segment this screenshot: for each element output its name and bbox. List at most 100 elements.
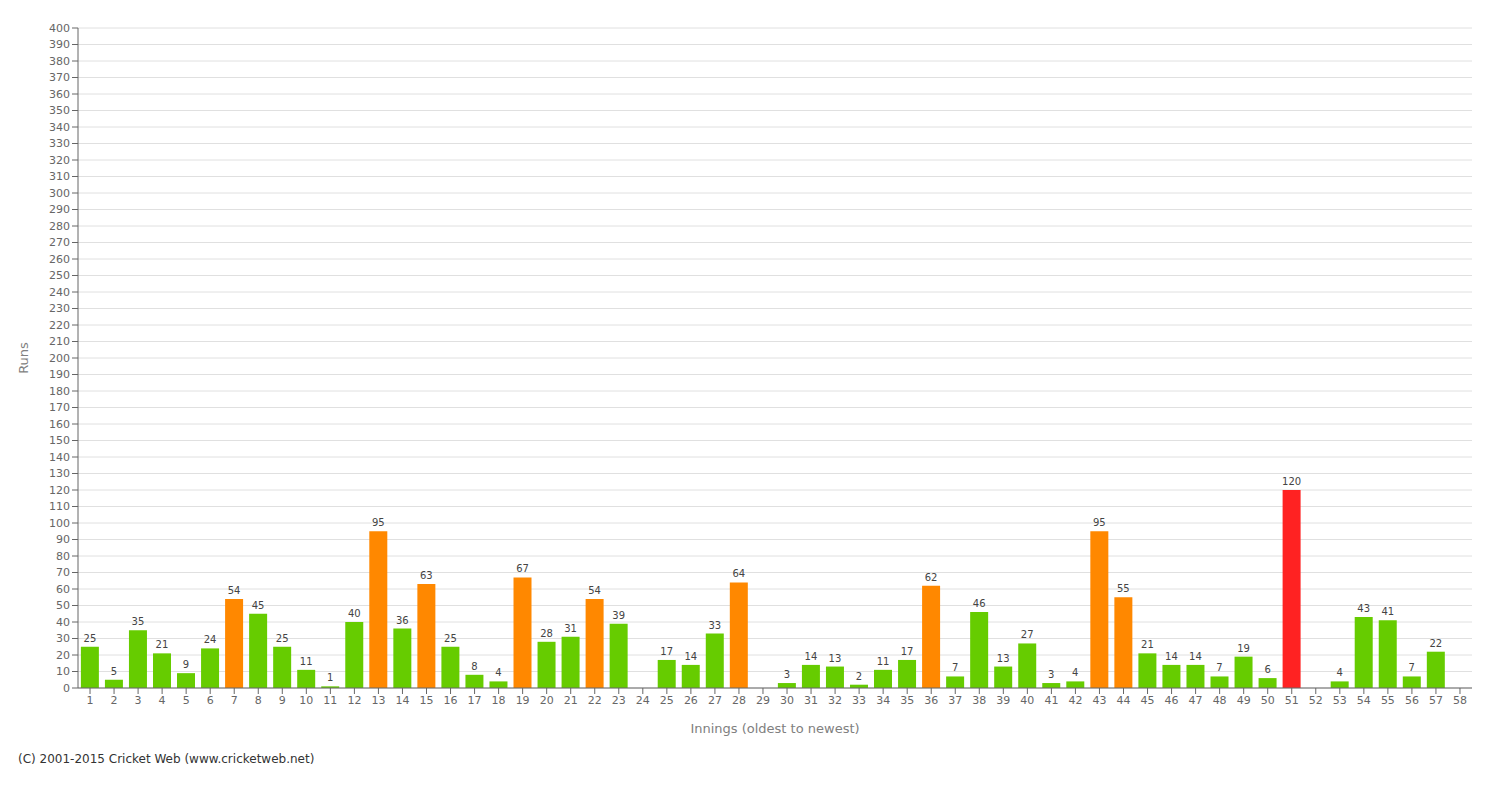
svg-text:7: 7 (1409, 662, 1415, 673)
svg-text:400: 400 (49, 22, 70, 35)
svg-text:19: 19 (1237, 643, 1250, 654)
svg-text:12: 12 (347, 694, 361, 707)
svg-text:45: 45 (1141, 694, 1155, 707)
svg-text:15: 15 (420, 694, 434, 707)
svg-text:48: 48 (1213, 694, 1227, 707)
svg-text:3: 3 (135, 694, 142, 707)
svg-text:21: 21 (564, 694, 578, 707)
svg-text:3: 3 (1048, 669, 1054, 680)
svg-text:7: 7 (952, 662, 958, 673)
svg-text:40: 40 (1020, 694, 1034, 707)
svg-text:Innings (oldest to newest): Innings (oldest to newest) (690, 721, 859, 736)
svg-text:41: 41 (1044, 694, 1058, 707)
svg-text:14: 14 (1189, 651, 1202, 662)
svg-text:26: 26 (684, 694, 698, 707)
svg-text:220: 220 (49, 319, 70, 332)
svg-text:20: 20 (56, 649, 70, 662)
svg-text:200: 200 (49, 352, 70, 365)
svg-text:33: 33 (852, 694, 866, 707)
svg-text:6: 6 (1264, 664, 1270, 675)
svg-text:58: 58 (1453, 694, 1467, 707)
svg-text:28: 28 (540, 628, 553, 639)
svg-text:36: 36 (396, 615, 409, 626)
svg-text:13: 13 (997, 653, 1010, 664)
svg-text:310: 310 (49, 170, 70, 183)
svg-text:45: 45 (252, 600, 265, 611)
svg-text:5: 5 (111, 666, 117, 677)
svg-text:80: 80 (56, 550, 70, 563)
svg-text:50: 50 (1261, 694, 1275, 707)
svg-text:17: 17 (901, 646, 914, 657)
svg-text:55: 55 (1117, 583, 1130, 594)
svg-text:32: 32 (828, 694, 842, 707)
svg-text:46: 46 (973, 598, 986, 609)
svg-text:37: 37 (948, 694, 962, 707)
svg-text:14: 14 (684, 651, 697, 662)
svg-text:16: 16 (444, 694, 458, 707)
svg-text:3: 3 (784, 669, 790, 680)
svg-text:25: 25 (276, 633, 289, 644)
svg-text:2: 2 (856, 671, 862, 682)
svg-text:370: 370 (49, 71, 70, 84)
svg-text:29: 29 (756, 694, 770, 707)
svg-text:14: 14 (1165, 651, 1178, 662)
svg-text:53: 53 (1333, 694, 1347, 707)
svg-text:90: 90 (56, 533, 70, 546)
svg-text:56: 56 (1405, 694, 1419, 707)
svg-text:28: 28 (732, 694, 746, 707)
svg-text:0: 0 (63, 682, 70, 695)
svg-text:280: 280 (49, 220, 70, 233)
svg-text:35: 35 (900, 694, 914, 707)
svg-text:62: 62 (925, 572, 938, 583)
svg-text:11: 11 (300, 656, 313, 667)
svg-text:31: 31 (804, 694, 818, 707)
svg-text:170: 170 (49, 401, 70, 414)
svg-text:11: 11 (877, 656, 890, 667)
svg-text:4: 4 (1336, 667, 1342, 678)
svg-text:150: 150 (49, 434, 70, 447)
svg-text:17: 17 (660, 646, 673, 657)
svg-text:120: 120 (49, 484, 70, 497)
svg-text:4: 4 (495, 667, 501, 678)
svg-text:4: 4 (1072, 667, 1078, 678)
svg-text:290: 290 (49, 203, 70, 216)
svg-text:8: 8 (471, 661, 477, 672)
svg-text:390: 390 (49, 38, 70, 51)
svg-text:Runs: Runs (16, 342, 31, 374)
svg-text:25: 25 (84, 633, 97, 644)
svg-text:250: 250 (49, 269, 70, 282)
svg-text:50: 50 (56, 599, 70, 612)
svg-text:360: 360 (49, 88, 70, 101)
svg-text:43: 43 (1092, 694, 1106, 707)
svg-text:22: 22 (588, 694, 602, 707)
svg-text:21: 21 (156, 639, 169, 650)
svg-text:54: 54 (1357, 694, 1371, 707)
svg-text:40: 40 (348, 608, 361, 619)
svg-text:340: 340 (49, 121, 70, 134)
svg-text:110: 110 (49, 500, 70, 513)
svg-text:41: 41 (1381, 606, 1394, 617)
svg-text:20: 20 (540, 694, 554, 707)
svg-text:34: 34 (876, 694, 890, 707)
svg-text:47: 47 (1189, 694, 1203, 707)
svg-text:67: 67 (516, 563, 529, 574)
svg-text:64: 64 (732, 568, 745, 579)
svg-text:22: 22 (1429, 638, 1442, 649)
svg-text:380: 380 (49, 55, 70, 68)
svg-text:5: 5 (183, 694, 190, 707)
svg-text:320: 320 (49, 154, 70, 167)
svg-text:70: 70 (56, 566, 70, 579)
svg-text:160: 160 (49, 418, 70, 431)
svg-text:2: 2 (111, 694, 118, 707)
svg-text:95: 95 (372, 517, 385, 528)
svg-text:54: 54 (588, 585, 601, 596)
svg-text:6: 6 (207, 694, 214, 707)
svg-text:230: 230 (49, 302, 70, 315)
svg-text:100: 100 (49, 517, 70, 530)
svg-text:39: 39 (996, 694, 1010, 707)
svg-text:23: 23 (612, 694, 626, 707)
svg-text:21: 21 (1141, 639, 1154, 650)
svg-text:10: 10 (299, 694, 313, 707)
svg-text:17: 17 (468, 694, 482, 707)
svg-text:120: 120 (1282, 476, 1301, 487)
